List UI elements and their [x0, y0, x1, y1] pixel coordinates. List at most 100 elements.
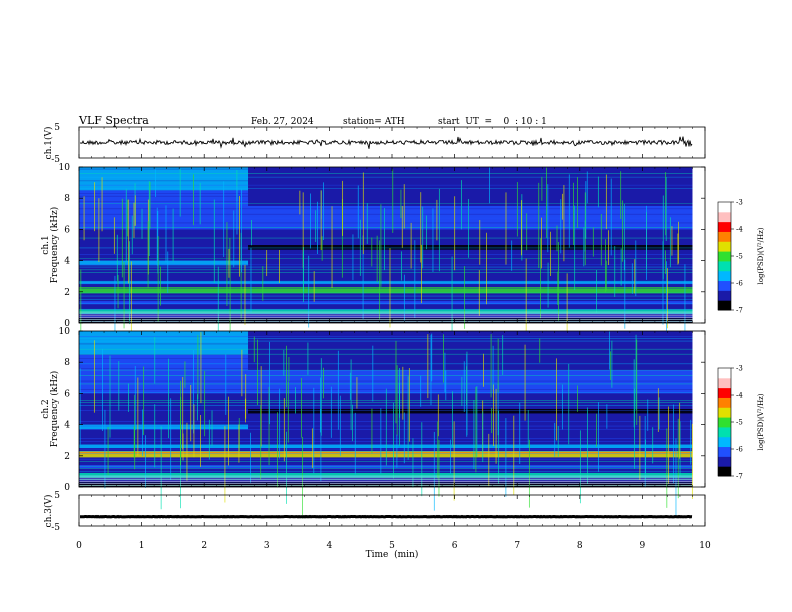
spectral-band: [248, 245, 693, 250]
colorbar-segment: [718, 202, 731, 213]
ch1-colorbar-ticks: -3 -4 -5 -6 -7: [731, 199, 743, 315]
time-tick-label: 5: [389, 541, 395, 551]
time-axis: Time (min) 0 1 2 3 4 5 6 7 8 9 10: [76, 127, 711, 560]
ch2-colorbar: -3 -4 -5 -6 -7 log(PSD)(V²/Hz): [717, 365, 765, 481]
spectral-band: [79, 482, 693, 487]
time-axis-label: Time (min): [366, 549, 419, 560]
ch3-ytick-bottom: -5: [51, 523, 60, 533]
ch2-freq-ticks: 0 2 4 6 8 10: [59, 327, 705, 493]
ch1-colorbar-gradient: [718, 202, 731, 311]
colorbar-segment: [718, 251, 731, 262]
ch3-waveform-panel: 5 -5 ch.3(V): [43, 491, 706, 533]
colorbar-segment: [718, 387, 731, 398]
colorbar-segment: [718, 290, 731, 301]
ch1-waveform-line: [79, 136, 693, 149]
spectral-band: [79, 331, 249, 355]
ch1-waveform-ylabel: ch.1(V): [43, 127, 54, 160]
freq-tick-label: 0: [64, 319, 70, 329]
spectral-band: [79, 308, 693, 314]
ch1-spectrogram-ylabel: Frequency (kHz): [49, 207, 60, 284]
ch2-spectrogram-ylabel: Frequency (kHz): [49, 371, 60, 448]
spectral-band: [79, 318, 693, 323]
freq-tick-label: 6: [64, 389, 70, 399]
colorbar-segment: [718, 456, 731, 467]
spectral-band: [79, 280, 693, 284]
colorbar-segment: [718, 397, 731, 408]
spectral-band: [79, 444, 693, 448]
ch2-spectrogram-image: [79, 331, 693, 519]
date-label: Feb. 27, 2024: [251, 117, 314, 127]
colorbar-tick-label: -3: [736, 199, 743, 207]
colorbar-segment: [718, 407, 731, 418]
colorbar-segment: [718, 446, 731, 457]
time-tick-label: 2: [201, 541, 207, 551]
time-tick-label: 1: [139, 541, 145, 551]
time-tick-label: 9: [640, 541, 646, 551]
colorbar-tick-label: -4: [736, 226, 743, 234]
colorbar-segment: [718, 260, 731, 272]
colorbar-segment: [718, 368, 731, 379]
spectral-band: [79, 465, 693, 469]
spectral-band: [79, 370, 693, 394]
colorbar-segment: [718, 300, 731, 311]
ch2-spectrogram-panel: 0 2 4 6 8 10 ch.2 Frequency (kHz): [41, 327, 706, 519]
ch1-waveform-panel: 5 -5 ch.1(V): [43, 123, 706, 165]
ch1-colorbar: -3 -4 -5 -6 -7 log(PSD)(V²/Hz): [717, 199, 765, 315]
freq-tick-label: 2: [64, 452, 70, 462]
time-tick-label: 10: [699, 541, 711, 551]
spectral-band: [79, 167, 249, 191]
ch2-spectrogram-channel-label: ch.2: [41, 399, 51, 418]
time-tick-label: 3: [264, 541, 270, 551]
ch1-freq-ticks: 0 2 4 6 8 10: [59, 163, 705, 329]
colorbar-tick-label: -6: [736, 280, 743, 288]
colorbar-segment: [718, 417, 731, 428]
freq-tick-label: 8: [64, 358, 70, 368]
freq-tick-label: 4: [64, 421, 70, 431]
freq-tick-label: 8: [64, 194, 70, 204]
colorbar-segment: [718, 231, 731, 242]
ch3-ytick-top: 5: [54, 491, 60, 501]
figure-title: VLF Spectra: [78, 114, 149, 127]
spectral-band: [79, 451, 693, 455]
colorbar-segment: [718, 211, 731, 223]
ch2-colorbar-label: log(PSD)(V²/Hz): [757, 393, 765, 450]
colorbar-tick-label: -6: [736, 446, 743, 454]
colorbar-segment: [718, 280, 731, 291]
freq-tick-label: 4: [64, 257, 70, 267]
colorbar-tick-label: -7: [736, 473, 743, 481]
colorbar-segment: [718, 377, 731, 389]
ch1-colorbar-label: log(PSD)(V²/Hz): [757, 227, 765, 284]
ch1-spectrogram-channel-label: ch.1: [41, 235, 51, 254]
spectral-band: [79, 206, 693, 230]
ch1-ytick-bottom: -5: [51, 155, 60, 165]
spectral-band: [79, 287, 693, 294]
colorbar-segment: [718, 426, 731, 438]
spectral-band: [248, 409, 693, 414]
colorbar-tick-label: -7: [736, 307, 743, 315]
station-label: station= ATH: [343, 117, 405, 127]
colorbar-tick-label: -5: [736, 419, 743, 427]
colorbar-segment: [718, 270, 731, 282]
freq-tick-label: 6: [64, 225, 70, 235]
spectral-band: [79, 260, 249, 266]
freq-tick-label: 0: [64, 483, 70, 493]
colorbar-segment: [718, 221, 731, 232]
colorbar-tick-label: -4: [736, 392, 743, 400]
time-tick-label: 8: [577, 541, 583, 551]
colorbar-segment: [718, 241, 731, 252]
ch1-spectrogram-image: [79, 167, 693, 355]
freq-tick-label: 2: [64, 288, 70, 298]
freq-tick-label: 10: [59, 163, 71, 173]
time-tick-label: 4: [327, 541, 333, 551]
colorbar-tick-label: -5: [736, 253, 743, 261]
spectral-band: [79, 354, 249, 370]
ch3-waveform-frame: [78, 494, 706, 527]
ch3-waveform-ylabel: ch.3(V): [43, 495, 54, 528]
time-tick-label: 0: [76, 541, 82, 551]
start-time-label: start UT = 0 : 10 : 1: [438, 117, 547, 127]
figure-header: VLF Spectra Feb. 27, 2024 station= ATH s…: [78, 114, 547, 127]
spectral-band: [79, 190, 249, 206]
ch2-colorbar-ticks: -3 -4 -5 -6 -7: [731, 365, 743, 481]
time-tick-label: 7: [514, 541, 520, 551]
time-tick-label: 6: [452, 541, 458, 551]
